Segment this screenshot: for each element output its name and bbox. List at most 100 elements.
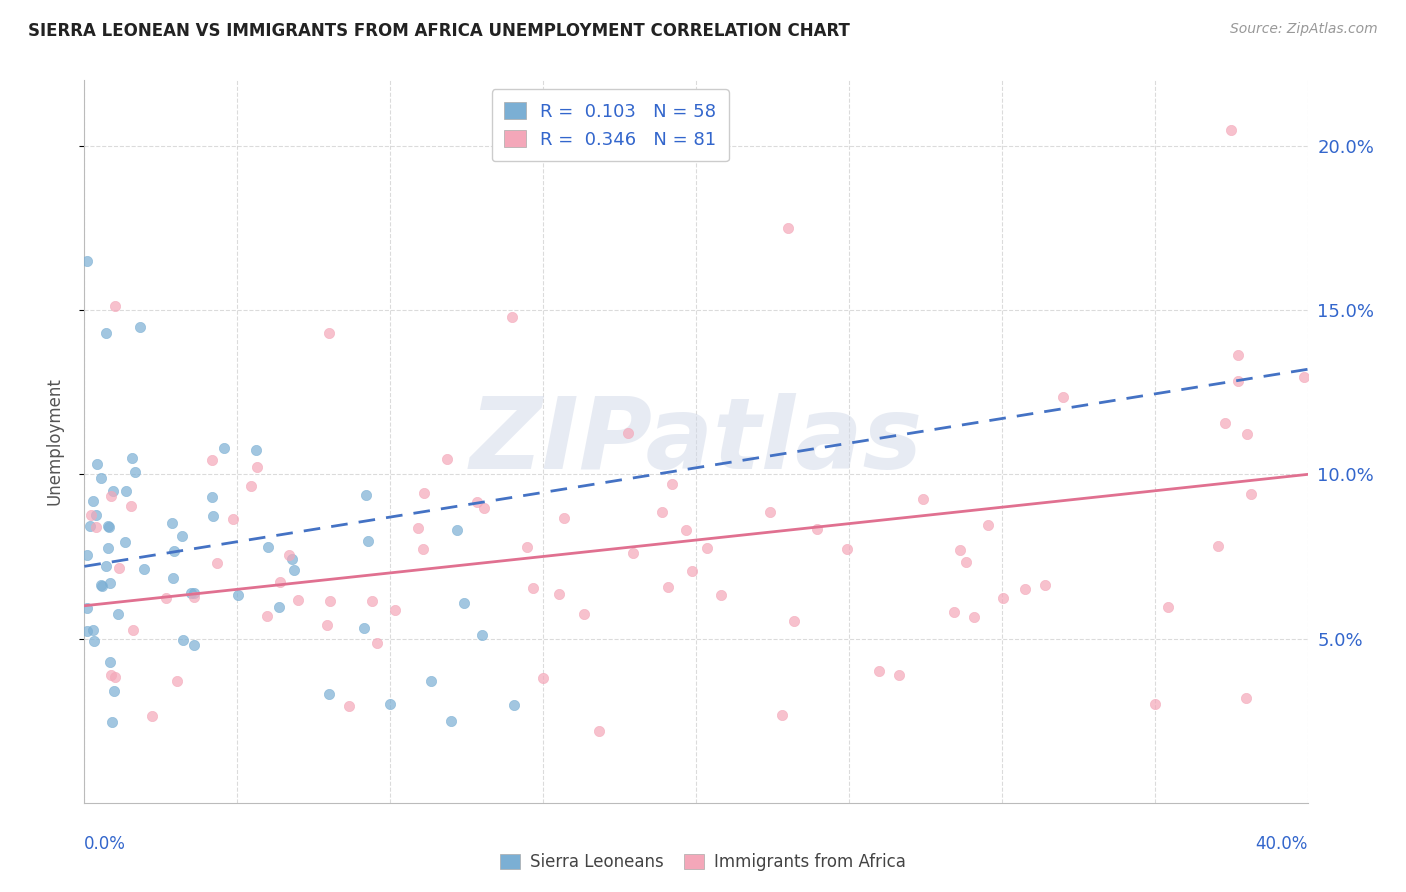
Point	[531, 671, 554, 685]
Point	[759, 505, 782, 519]
Point	[315, 618, 337, 632]
Point	[245, 442, 267, 457]
Text: Source: ZipAtlas.com: Source: ZipAtlas.com	[1230, 22, 1378, 37]
Legend: R =  0.103   N = 58, R =  0.346   N = 81: R = 0.103 N = 58, R = 0.346 N = 81	[492, 89, 730, 161]
Point	[661, 476, 683, 491]
Point	[98, 655, 121, 669]
Point	[240, 479, 263, 493]
Point	[82, 623, 104, 637]
Point	[783, 614, 806, 628]
Point	[269, 599, 291, 614]
Point	[100, 489, 122, 503]
Point	[1014, 582, 1036, 596]
Point	[912, 492, 935, 507]
Point	[617, 425, 640, 440]
Point	[770, 708, 793, 723]
Point	[202, 508, 225, 523]
Text: ZIPatlas: ZIPatlas	[470, 393, 922, 490]
Point	[384, 603, 406, 617]
Point	[124, 466, 146, 480]
Text: 40.0%: 40.0%	[1256, 835, 1308, 854]
Point	[100, 715, 122, 730]
Point	[357, 533, 380, 548]
Point	[572, 607, 595, 622]
Point	[1213, 417, 1236, 431]
Point	[163, 544, 186, 558]
Point	[1033, 578, 1056, 592]
Point	[183, 586, 205, 600]
Point	[76, 624, 98, 639]
Point	[179, 586, 201, 600]
Point	[942, 605, 965, 619]
Point	[1226, 348, 1249, 362]
Point	[353, 622, 375, 636]
Point	[356, 488, 378, 502]
Point	[269, 574, 291, 589]
Point	[681, 564, 703, 578]
Point	[214, 441, 236, 455]
Point	[467, 495, 489, 509]
Point	[963, 609, 986, 624]
Point	[553, 511, 575, 525]
Point	[366, 636, 388, 650]
Point	[100, 668, 122, 682]
Point	[408, 521, 430, 535]
Point	[86, 457, 108, 471]
Point	[172, 632, 194, 647]
Text: SIERRA LEONEAN VS IMMIGRANTS FROM AFRICA UNEMPLOYMENT CORRELATION CHART: SIERRA LEONEAN VS IMMIGRANTS FROM AFRICA…	[28, 22, 851, 40]
Point	[96, 558, 118, 573]
Point	[318, 687, 340, 701]
Point	[1220, 122, 1243, 136]
Point	[76, 601, 98, 615]
Point	[246, 459, 269, 474]
Point	[281, 552, 304, 566]
Point	[98, 520, 121, 534]
Point	[287, 593, 309, 607]
Point	[84, 508, 107, 523]
Point	[141, 709, 163, 723]
Point	[172, 529, 194, 543]
Point	[1236, 427, 1258, 442]
Point	[82, 494, 104, 508]
Point	[183, 638, 205, 652]
Point	[98, 576, 121, 591]
Point	[337, 699, 360, 714]
Point	[101, 483, 124, 498]
Point	[256, 609, 278, 624]
Point	[675, 523, 697, 537]
Point	[547, 587, 569, 601]
Point	[104, 670, 127, 684]
Point	[121, 450, 143, 465]
Point	[446, 523, 468, 537]
Point	[1292, 369, 1315, 384]
Point	[1143, 698, 1166, 712]
Point	[108, 560, 131, 574]
Point	[114, 535, 136, 549]
Point	[471, 628, 494, 642]
Point	[776, 221, 799, 235]
Point	[621, 546, 644, 560]
Point	[90, 471, 112, 485]
Point	[155, 591, 177, 606]
Point	[83, 634, 105, 648]
Point	[869, 665, 891, 679]
Point	[107, 607, 129, 621]
Point	[420, 674, 443, 689]
Point	[129, 319, 152, 334]
Point	[1052, 390, 1074, 404]
Point	[1226, 374, 1249, 388]
Y-axis label: Unemployment: Unemployment	[45, 377, 63, 506]
Point	[79, 519, 101, 533]
Point	[436, 452, 458, 467]
Point	[696, 541, 718, 555]
Point	[226, 589, 249, 603]
Point	[90, 578, 112, 592]
Point	[502, 310, 524, 324]
Point	[283, 563, 305, 577]
Point	[79, 508, 101, 523]
Point	[76, 548, 98, 562]
Point	[319, 594, 342, 608]
Point	[1240, 487, 1263, 501]
Point	[122, 623, 145, 637]
Point	[97, 518, 120, 533]
